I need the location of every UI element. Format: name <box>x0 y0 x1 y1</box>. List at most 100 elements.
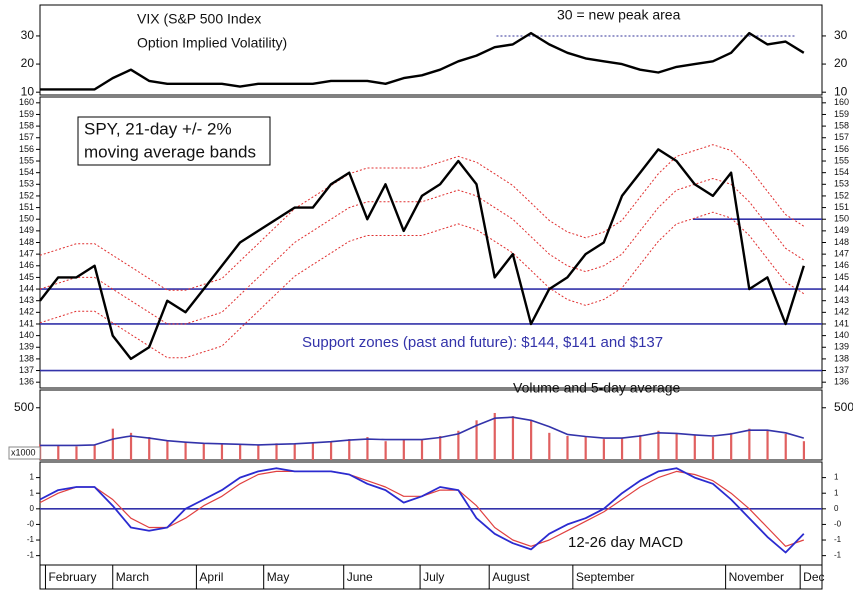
y-tick-label-right: 20 <box>834 56 848 70</box>
volume-bar <box>329 441 333 460</box>
volume-bar <box>420 440 424 460</box>
y-tick-label: 154 <box>19 167 34 177</box>
volume-bar <box>566 435 569 460</box>
y-tick-label: 137 <box>19 365 34 375</box>
y-tick-label-right: 160 <box>834 97 849 107</box>
volume-bar <box>530 420 533 460</box>
y-tick-label: 138 <box>19 353 34 363</box>
volume-bar <box>620 438 624 460</box>
y-tick-label: 140 <box>19 330 34 340</box>
y-tick-label-right: 157 <box>834 132 849 142</box>
panel-title: SPY, 21-day +/- 2% <box>84 119 232 138</box>
y-tick-label-right: -1 <box>834 535 842 544</box>
volume-bar <box>675 433 678 460</box>
volume-bar <box>693 434 696 460</box>
y-tick-label: 500 <box>14 400 34 414</box>
y-tick-label: 1 <box>30 488 35 497</box>
y-tick-label: 30 <box>21 28 35 42</box>
y-tick-label: 139 <box>19 342 34 352</box>
volume-bar <box>602 439 605 460</box>
y-tick-label: 146 <box>19 260 34 270</box>
y-tick-label-right: 150 <box>834 214 849 224</box>
volume-bar <box>257 445 260 460</box>
y-tick-label-right: 154 <box>834 167 849 177</box>
panel-subtitle: moving average bands <box>84 142 256 161</box>
x-tick-label: November <box>729 570 784 584</box>
volume-bar <box>748 428 751 460</box>
y-tick-label-right: 145 <box>834 272 849 282</box>
y-tick-label: 144 <box>19 283 34 293</box>
volume-bar <box>493 412 496 460</box>
y-tick-label: -1 <box>27 551 35 560</box>
y-tick-label: 10 <box>21 84 35 98</box>
volume-bar <box>784 433 787 460</box>
y-tick-label-right: 159 <box>834 109 849 119</box>
panel-title: 12-26 day MACD <box>568 534 683 551</box>
y-tick-label-right: 139 <box>834 342 849 352</box>
unit-box <box>8 446 41 460</box>
y-tick-label-right: 1 <box>834 488 839 497</box>
y-tick-label: -0 <box>27 520 35 529</box>
volume-bar <box>475 420 478 460</box>
y-tick-label-right: 151 <box>834 202 849 212</box>
series-line <box>40 416 805 447</box>
y-tick-label-right: 142 <box>834 307 849 317</box>
y-tick-label-right: 140 <box>834 330 849 340</box>
y-tick-label-right: -0 <box>834 520 842 529</box>
volume-bar <box>311 442 314 460</box>
y-tick-label-right: 152 <box>834 190 849 200</box>
y-tick-label: 160 <box>19 97 34 107</box>
series-line <box>39 467 805 554</box>
x-axis-band <box>39 564 823 590</box>
title-box <box>77 116 271 166</box>
y-tick-label: 145 <box>19 272 34 282</box>
volume-bar <box>275 443 278 460</box>
volume-bar <box>202 443 205 460</box>
y-tick-label: 20 <box>21 56 35 70</box>
y-tick-label-right: 138 <box>834 353 849 363</box>
y-tick-label-right: 153 <box>834 179 849 189</box>
panel-title: VIX (S&P 500 Index <box>137 11 261 27</box>
y-tick-label-right: 10 <box>834 84 848 98</box>
volume-bar <box>439 435 442 460</box>
panel-subtitle: Option Implied Volatility) <box>137 35 287 51</box>
volume-bar <box>220 444 224 460</box>
y-tick-label-right: 137 <box>834 365 849 375</box>
x-tick-label: July <box>423 570 444 584</box>
y-tick-label-right: -1 <box>834 551 842 560</box>
y-tick-label-right: 1 <box>834 473 839 482</box>
volume-bar <box>548 432 551 460</box>
y-tick-label-right: 144 <box>834 283 849 293</box>
volume-bar <box>402 439 405 460</box>
volume-bar <box>111 428 114 460</box>
x-tick-label: February <box>48 570 96 584</box>
y-tick-label: 151 <box>19 202 34 212</box>
y-tick-label-right: 147 <box>834 249 849 259</box>
y-tick-label-right: 148 <box>834 237 849 247</box>
volume-bar <box>366 437 369 460</box>
support-label: Support zones (past and future): $144, $… <box>302 334 663 351</box>
x-tick-label: May <box>267 570 290 584</box>
volume-bar <box>584 437 587 460</box>
volume-bar <box>802 441 806 460</box>
y-tick-label: 143 <box>19 295 34 305</box>
volume-bar <box>148 437 151 460</box>
y-tick-label-right: 136 <box>834 377 849 387</box>
unit-label: x1000 <box>11 447 36 457</box>
volume-bar <box>730 432 733 460</box>
y-tick-label: 153 <box>19 179 34 189</box>
y-tick-label-right: 158 <box>834 120 849 130</box>
x-tick-label: April <box>199 570 223 584</box>
y-tick-label: -1 <box>27 535 35 544</box>
y-tick-label-right: 146 <box>834 260 849 270</box>
y-tick-label-right: 30 <box>834 28 848 42</box>
y-tick-label: 149 <box>19 225 34 235</box>
volume-bar <box>457 430 460 460</box>
y-tick-label-right: 143 <box>834 295 849 305</box>
series-line <box>40 31 805 91</box>
y-tick-label: 136 <box>19 377 34 387</box>
panel-frame <box>39 389 823 461</box>
series-line <box>39 148 805 361</box>
